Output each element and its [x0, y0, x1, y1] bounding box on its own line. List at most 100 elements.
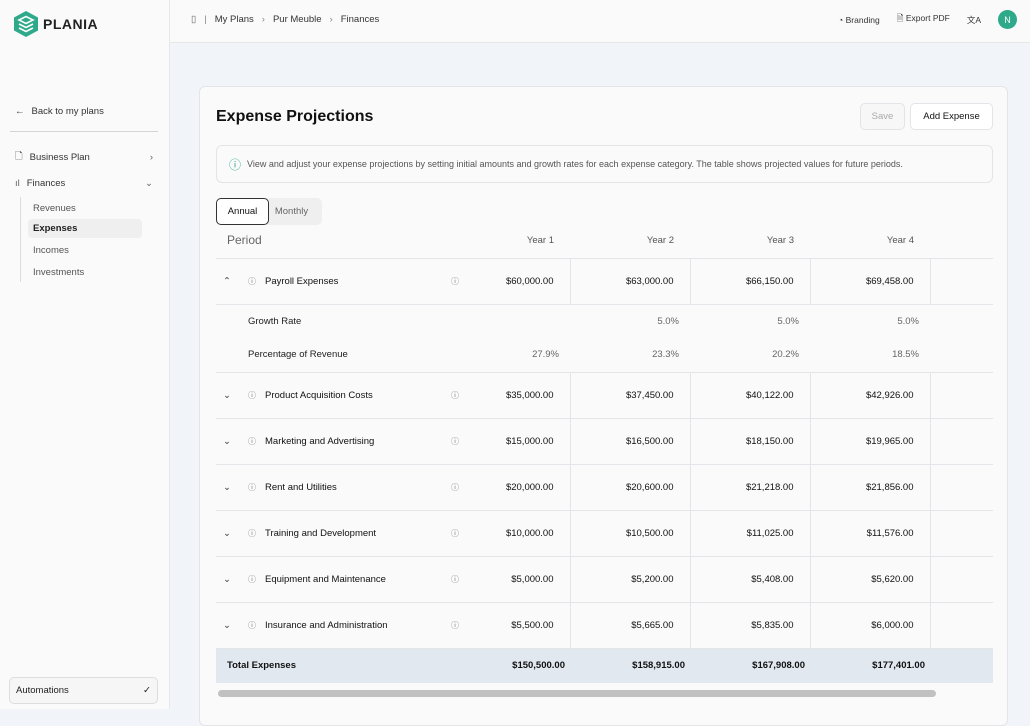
header-row: Period Year 1 Year 2 Year 3 Year 4	[216, 223, 993, 259]
label: Business Plan	[29, 151, 90, 163]
value-cell[interactable]: $60,000.00	[481, 258, 571, 305]
info-icon[interactable]: ⓘ	[451, 528, 459, 538]
value-cell[interactable]: $7	[930, 258, 993, 305]
table-row: ⌃ ⓘ Payroll Expenses ⓘ $60,000.00 $63,000.00 $…	[216, 258, 993, 305]
info-icon[interactable]: ⓘ	[451, 482, 459, 492]
value-cell[interactable]: $11,576.00	[810, 510, 931, 557]
year-header: Year 4	[810, 223, 930, 259]
info-icon[interactable]: ⓘ	[248, 276, 256, 286]
value-cell[interactable]: $10,000.00	[481, 510, 571, 557]
value-cell[interactable]: $4	[930, 372, 993, 419]
value-cell[interactable]: $69,458.00	[810, 258, 931, 305]
automations-button[interactable]: Automations ✓	[9, 677, 158, 704]
value-cell[interactable]: $15,000.00	[481, 418, 571, 465]
value-cell[interactable]: $66,150.00	[690, 258, 811, 305]
chevron-down-icon[interactable]: ⌄	[223, 527, 231, 539]
branding-label: Branding	[845, 14, 880, 25]
chevron-down-icon[interactable]: ⌄	[223, 573, 231, 585]
value-cell[interactable]: $5,500.00	[481, 602, 571, 649]
chevron-down-icon[interactable]: ⌄	[223, 435, 231, 447]
value-cell[interactable]: $20,000.00	[481, 464, 571, 511]
total-cell: $	[930, 648, 993, 683]
tab-annual[interactable]: Annual	[216, 198, 269, 225]
row-name-cell: ⌄ ⓘ Training and Development ⓘ	[216, 510, 481, 557]
value-cell[interactable]: $5,408.00	[690, 556, 811, 603]
value-cell[interactable]: $2	[930, 418, 993, 465]
value-cell[interactable]: $6,000.00	[810, 602, 931, 649]
value-cell[interactable]: $10,500.00	[570, 510, 691, 557]
sidebar: PLANIA ← Back to my plans 🗋 Business Plan ›…	[0, 0, 170, 709]
growth-rate-cell[interactable]: 5.0%	[777, 315, 799, 327]
info-icon[interactable]: ⓘ	[451, 390, 459, 400]
value-cell[interactable]: $18,150.00	[690, 418, 811, 465]
value-cell[interactable]: $19,965.00	[810, 418, 931, 465]
info-banner: ⓘ View and adjust your expense projection…	[216, 145, 993, 183]
sidebar-item-finances[interactable]: ıl Finances ⌄	[15, 178, 153, 189]
breadcrumb-plan[interactable]: Pur Meuble	[272, 14, 322, 25]
chevron-down-icon[interactable]: ⌄	[223, 481, 231, 493]
value-cell[interactable]: $16,500.00	[570, 418, 691, 465]
branding-button[interactable]: ◔ Branding	[838, 15, 880, 25]
value-cell[interactable]: $21,218.00	[690, 464, 811, 511]
growth-rate-cell[interactable]	[481, 304, 570, 338]
info-icon[interactable]: ⓘ	[451, 276, 459, 286]
growth-rate-cell[interactable]	[930, 304, 993, 338]
chevron-right-icon: ›	[261, 14, 265, 25]
value-cell[interactable]: $20,600.00	[570, 464, 691, 511]
save-button[interactable]: Save	[860, 103, 905, 130]
value-cell[interactable]: $	[930, 602, 993, 649]
sidebar-item-incomes[interactable]: Incomes	[33, 245, 69, 256]
avatar[interactable]: N	[998, 10, 1017, 29]
info-icon[interactable]: ⓘ	[451, 620, 459, 630]
value-cell[interactable]: $	[930, 510, 993, 557]
sidebar-item-revenues[interactable]: Revenues	[33, 203, 76, 214]
growth-rate-cell[interactable]: 5.0%	[897, 315, 919, 327]
info-icon[interactable]: ⓘ	[248, 528, 256, 538]
breadcrumb-my-plans[interactable]: My Plans	[214, 14, 254, 25]
value-cell[interactable]: $40,122.00	[690, 372, 811, 419]
percentage-cell: 23.3%	[570, 338, 690, 373]
value-cell[interactable]: $37,450.00	[570, 372, 691, 419]
info-icon[interactable]: ⓘ	[248, 620, 256, 630]
value-cell[interactable]: $21,856.00	[810, 464, 931, 511]
info-icon[interactable]: ⓘ	[248, 436, 256, 446]
chevron-down-icon[interactable]: ⌄	[223, 619, 231, 631]
chevron-down-icon[interactable]: ⌄	[223, 389, 231, 401]
info-icon[interactable]: ⓘ	[248, 482, 256, 492]
value-cell[interactable]: $5,620.00	[810, 556, 931, 603]
logo[interactable]: PLANIA	[14, 11, 98, 37]
value-cell[interactable]: $42,926.00	[810, 372, 931, 419]
back-to-plans-link[interactable]: ← Back to my plans	[15, 106, 104, 117]
sidebar-item-business-plan[interactable]: 🗋 Business Plan ›	[15, 149, 153, 165]
value-cell[interactable]: $63,000.00	[570, 258, 691, 305]
add-expense-button[interactable]: Add Expense	[910, 103, 993, 130]
sidebar-toggle-icon[interactable]: ▯	[191, 14, 197, 25]
value-cell[interactable]: $5,665.00	[570, 602, 691, 649]
value-cell[interactable]: $35,000.00	[481, 372, 571, 419]
horizontal-scrollbar[interactable]	[218, 690, 936, 697]
total-cell: $150,500.00	[481, 648, 570, 683]
value-cell[interactable]: $5,000.00	[481, 556, 571, 603]
info-icon[interactable]: ⓘ	[248, 574, 256, 584]
value-cell[interactable]: $5,835.00	[690, 602, 811, 649]
sidebar-item-expenses[interactable]: Expenses	[28, 219, 142, 238]
value-cell[interactable]: $11,025.00	[690, 510, 811, 557]
export-pdf-button[interactable]: 🗎 Export PDF	[897, 13, 950, 27]
info-icon[interactable]: ⓘ	[451, 436, 459, 446]
breadcrumb-finances[interactable]: Finances	[340, 14, 380, 25]
translate-icon[interactable]: 文A	[966, 14, 981, 25]
value-cell[interactable]: $2	[930, 464, 993, 511]
value-cell[interactable]: $5,200.00	[570, 556, 691, 603]
row-label: Rent and Utilities	[265, 481, 337, 493]
value-cell[interactable]: $	[930, 556, 993, 603]
export-label: Export PDF	[905, 12, 950, 23]
breadcrumb: ▯ | My Plans › Pur Meuble › Finances	[191, 14, 379, 25]
row-name-cell: ⌄ ⓘ Equipment and Maintenance ⓘ	[216, 556, 481, 603]
sidebar-item-investments[interactable]: Investments	[33, 267, 85, 278]
tab-monthly[interactable]: Monthly	[274, 206, 309, 217]
chevron-up-icon[interactable]: ⌃	[223, 275, 231, 287]
info-icon[interactable]: ⓘ	[451, 574, 459, 584]
growth-rate-cell[interactable]: 5.0%	[657, 315, 679, 327]
info-icon[interactable]: ⓘ	[248, 390, 256, 400]
percentage-cell: 27.9%	[481, 338, 570, 373]
